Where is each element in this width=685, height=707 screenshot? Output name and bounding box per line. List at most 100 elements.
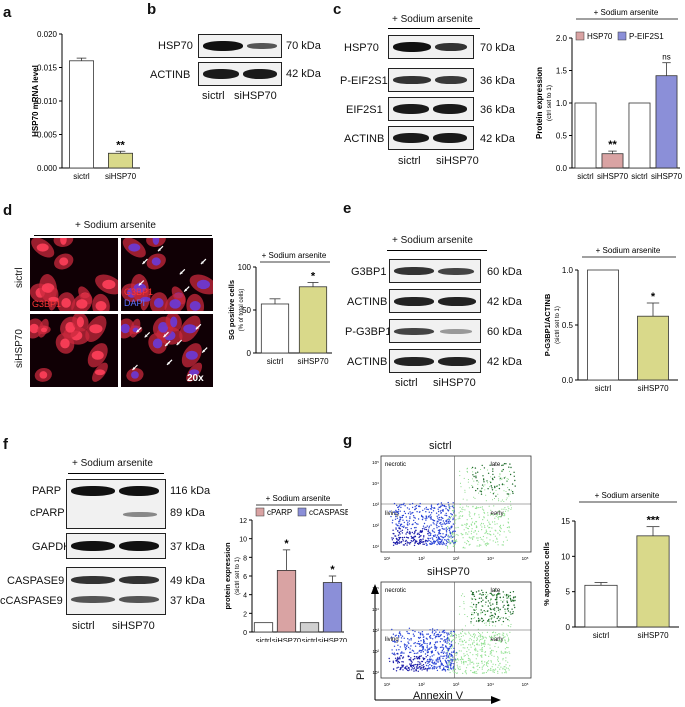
y-tick-label: 0 — [243, 630, 247, 637]
significance-label: * — [651, 291, 656, 303]
event — [497, 656, 499, 658]
event — [462, 672, 464, 674]
event — [448, 652, 451, 655]
y-axis-label-2: (ctrl set to 1) — [546, 85, 553, 121]
event — [452, 517, 454, 519]
quadrant-label-living: living — [385, 511, 399, 517]
event — [412, 650, 415, 652]
event — [419, 655, 421, 657]
event — [447, 651, 449, 653]
event — [446, 521, 448, 523]
nucleus — [91, 350, 104, 360]
event — [402, 538, 404, 540]
event — [494, 486, 496, 489]
event — [423, 657, 426, 660]
flow-y-tick: 10¹ — [372, 670, 379, 675]
event — [486, 480, 488, 482]
event — [468, 633, 470, 635]
event — [391, 649, 393, 651]
event — [474, 497, 476, 499]
event — [448, 654, 450, 656]
event — [395, 660, 397, 662]
event — [397, 660, 400, 663]
event — [429, 533, 432, 535]
event — [496, 538, 498, 540]
x-tick-label: siHSP70 — [637, 384, 669, 393]
event — [498, 619, 500, 622]
event — [474, 530, 476, 532]
event — [451, 639, 454, 641]
event — [484, 525, 486, 527]
event — [448, 637, 450, 639]
event — [445, 539, 447, 541]
event — [490, 604, 492, 606]
event — [420, 663, 422, 665]
event — [480, 655, 482, 657]
event — [466, 650, 468, 653]
event — [419, 632, 421, 635]
event — [459, 668, 461, 670]
event — [429, 660, 431, 662]
event — [481, 506, 483, 508]
event — [472, 536, 474, 538]
event — [448, 647, 451, 650]
event — [470, 590, 472, 592]
event — [396, 640, 399, 642]
event — [448, 638, 450, 640]
event — [504, 668, 506, 670]
event — [480, 489, 482, 491]
event — [496, 617, 498, 620]
event — [496, 610, 498, 612]
event — [507, 667, 509, 669]
event — [450, 526, 453, 528]
flow-y-tick: 10⁵ — [372, 460, 379, 465]
event — [446, 519, 448, 521]
event — [454, 652, 457, 654]
event — [442, 543, 444, 546]
event — [429, 537, 431, 540]
event — [480, 656, 483, 658]
event — [432, 530, 434, 533]
event — [457, 534, 459, 536]
event — [417, 657, 419, 659]
event — [507, 618, 509, 621]
event — [503, 501, 505, 502]
event — [481, 672, 484, 674]
event — [484, 622, 486, 624]
event — [477, 655, 479, 657]
event — [417, 640, 420, 643]
event — [417, 667, 419, 669]
event — [489, 491, 491, 493]
event — [463, 653, 465, 655]
event — [483, 511, 485, 513]
event — [452, 545, 454, 547]
event — [489, 653, 491, 655]
event — [486, 610, 489, 612]
event — [439, 510, 442, 512]
event — [492, 614, 494, 617]
event — [493, 594, 495, 596]
event — [479, 633, 481, 635]
event — [451, 643, 453, 646]
panel-f-blots: + Sodium arsenite PARP cPARP 116 kDa 89 … — [0, 455, 240, 655]
event — [400, 637, 403, 639]
x-tick-label: sictrl — [302, 636, 318, 642]
event — [491, 654, 493, 656]
event — [451, 533, 453, 535]
event — [501, 624, 503, 626]
event — [458, 516, 460, 518]
event — [438, 516, 441, 519]
event — [497, 516, 499, 518]
event — [473, 618, 475, 619]
event — [464, 671, 466, 673]
event — [507, 604, 510, 607]
event — [492, 671, 494, 673]
event — [504, 636, 506, 638]
event — [489, 480, 491, 482]
event — [492, 650, 494, 652]
event — [419, 649, 421, 652]
event — [497, 660, 499, 662]
event — [443, 640, 445, 642]
arrowhead — [202, 349, 206, 353]
event — [489, 637, 491, 639]
